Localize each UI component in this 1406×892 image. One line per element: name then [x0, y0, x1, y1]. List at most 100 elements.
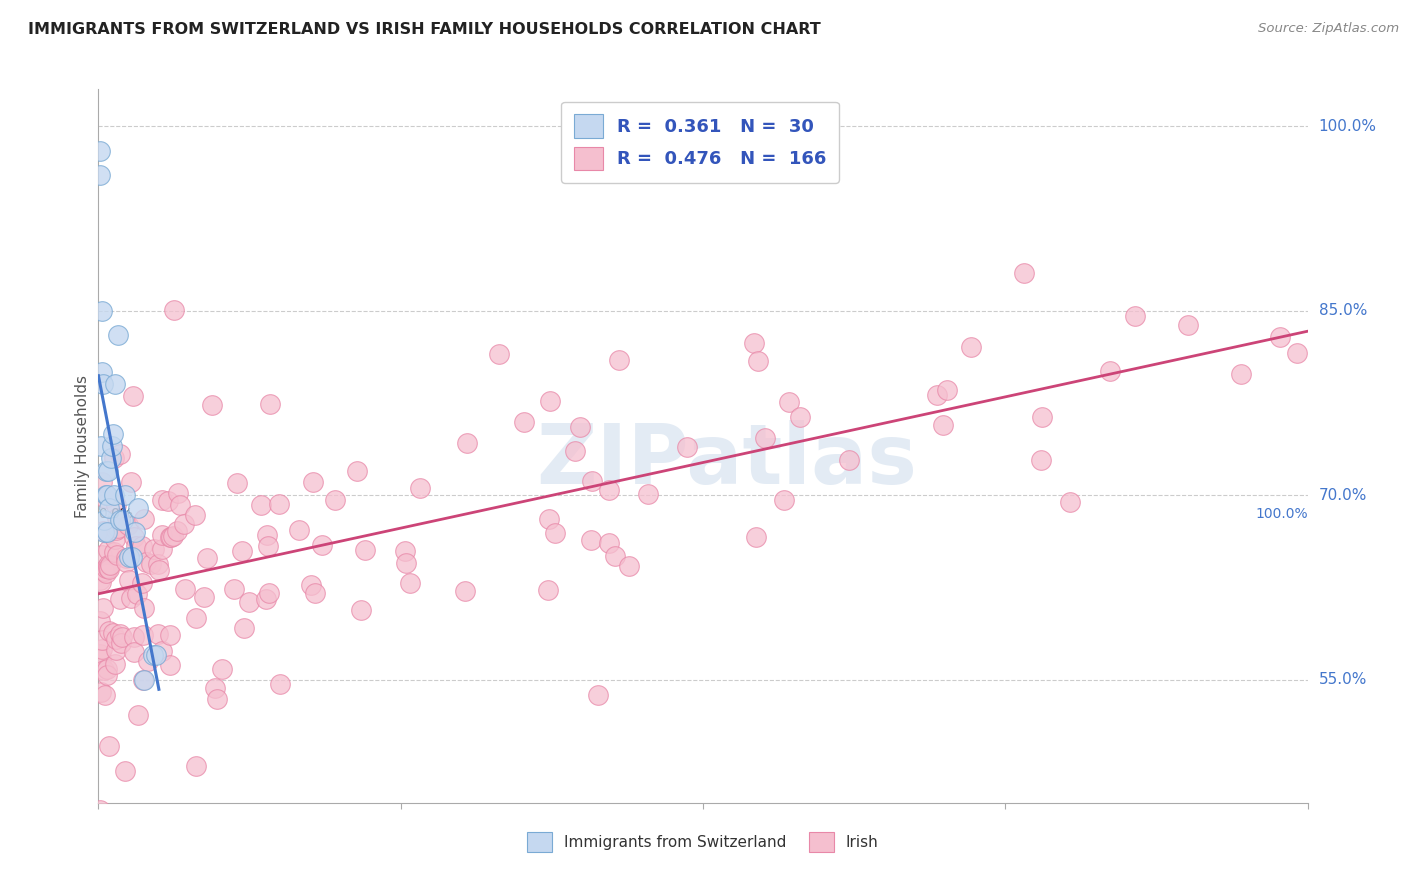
Point — [105, 632, 128, 646]
Point — [111, 631, 134, 645]
Point — [90, 548, 112, 562]
Point — [222, 582, 245, 596]
Point — [617, 558, 640, 573]
Point — [1029, 453, 1052, 467]
Point — [269, 497, 291, 511]
Point — [107, 328, 129, 343]
Point — [398, 575, 420, 590]
Point — [107, 511, 129, 525]
Point — [513, 415, 536, 429]
Point — [100, 439, 122, 453]
Point — [103, 488, 125, 502]
Point — [110, 635, 132, 649]
Point — [195, 550, 218, 565]
Point — [927, 388, 949, 402]
Point — [101, 426, 124, 441]
Point — [747, 354, 769, 368]
Point — [131, 628, 153, 642]
Point — [754, 431, 776, 445]
Point — [91, 377, 114, 392]
Point — [90, 439, 112, 453]
Point — [173, 582, 195, 597]
Point — [98, 500, 121, 515]
Point — [89, 614, 111, 628]
Point — [323, 493, 346, 508]
Point — [1270, 330, 1292, 344]
Point — [269, 677, 291, 691]
Point — [93, 513, 115, 527]
Point — [145, 648, 167, 662]
Point — [637, 487, 659, 501]
Point — [162, 529, 184, 543]
Point — [838, 453, 860, 467]
Point — [1031, 409, 1053, 424]
Point — [90, 642, 112, 657]
Point — [97, 464, 120, 478]
Point — [538, 512, 561, 526]
Point — [127, 500, 149, 515]
Point — [142, 648, 165, 662]
Point — [150, 492, 173, 507]
Point — [159, 530, 181, 544]
Point — [94, 561, 117, 575]
Point — [115, 556, 138, 570]
Point — [96, 488, 118, 502]
Point — [304, 585, 326, 599]
Point — [114, 764, 136, 779]
Point — [94, 566, 117, 581]
Point — [93, 524, 115, 539]
Point — [93, 491, 115, 505]
Point — [111, 513, 134, 527]
Point — [94, 464, 117, 478]
Point — [91, 632, 114, 647]
Point — [107, 520, 129, 534]
Point — [598, 483, 620, 498]
Point — [103, 545, 125, 559]
Point — [104, 533, 127, 547]
Text: 70.0%: 70.0% — [1319, 488, 1367, 503]
Point — [131, 575, 153, 590]
Point — [134, 673, 156, 687]
Point — [97, 543, 120, 558]
Point — [166, 524, 188, 539]
Point — [543, 526, 565, 541]
Point — [935, 383, 957, 397]
Point — [121, 549, 143, 564]
Point — [959, 340, 981, 354]
Point — [91, 601, 114, 615]
Point — [125, 540, 148, 554]
Point — [122, 388, 145, 402]
Point — [139, 557, 162, 571]
Point — [125, 587, 148, 601]
Point — [93, 564, 115, 578]
Point — [122, 530, 145, 544]
Point — [104, 657, 127, 672]
Point — [124, 645, 146, 659]
Point — [250, 498, 273, 512]
Point — [456, 436, 478, 450]
Text: 55.0%: 55.0% — [1319, 673, 1367, 687]
Point — [91, 303, 114, 318]
Point — [90, 651, 112, 665]
Point — [104, 524, 127, 538]
Point — [150, 528, 173, 542]
Point — [159, 530, 181, 544]
Point — [409, 481, 432, 495]
Point — [778, 394, 800, 409]
Point — [143, 541, 166, 556]
Y-axis label: Family Households: Family Households — [75, 375, 90, 517]
Point — [1059, 495, 1081, 509]
Point — [148, 563, 170, 577]
Point — [101, 625, 124, 640]
Point — [110, 626, 132, 640]
Point — [96, 668, 118, 682]
Text: 85.0%: 85.0% — [1319, 303, 1367, 318]
Point — [184, 759, 207, 773]
Point — [231, 544, 253, 558]
Point — [254, 592, 277, 607]
Point — [233, 621, 256, 635]
Point — [98, 624, 121, 639]
Point — [569, 420, 592, 434]
Point — [394, 544, 416, 558]
Point — [127, 707, 149, 722]
